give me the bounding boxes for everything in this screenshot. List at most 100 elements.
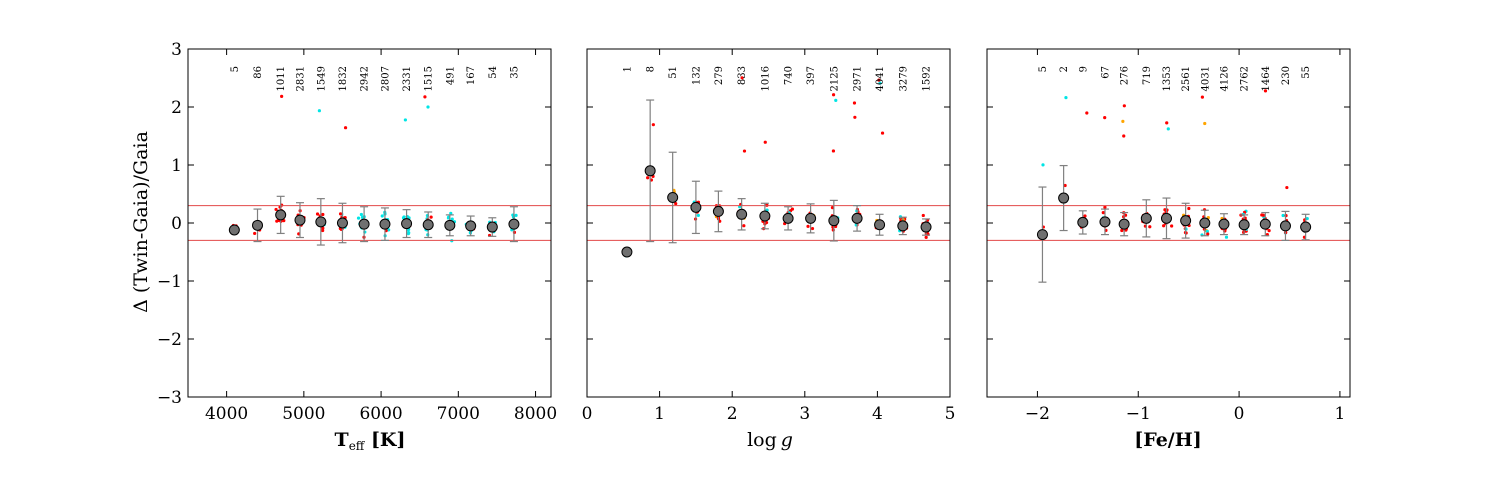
x-tick-label: 0 [1234, 404, 1245, 424]
binned-marker [874, 219, 886, 231]
binned-marker [1180, 215, 1192, 227]
bin-count-label: 2942 [360, 66, 371, 91]
scatter-point [253, 231, 257, 236]
scatter-point [853, 115, 857, 119]
bin-count-label: 1832 [338, 66, 349, 91]
bin-count-label: 4041 [875, 66, 886, 91]
scatter-point [1063, 183, 1067, 188]
bin-count-label: 1353 [1162, 66, 1173, 91]
binned-marker [920, 221, 932, 233]
scatter-point [1103, 115, 1107, 120]
scatter-point [790, 207, 795, 211]
axes-frame [586, 48, 951, 398]
scatter-point [280, 94, 284, 98]
x-tick-label: 5000 [282, 404, 325, 424]
bin-count-label: 276 [1120, 66, 1131, 85]
scatter-point [380, 214, 384, 218]
binned-marker [667, 191, 679, 203]
binned-marker [1199, 217, 1211, 229]
binned-marker [486, 221, 498, 233]
binned-marker [315, 216, 327, 228]
scatter-point [742, 149, 747, 153]
bin-count-label: 1016 [760, 66, 771, 91]
bin-count-label: 86 [253, 66, 264, 79]
plot-area [587, 76, 950, 258]
scatter-point [423, 95, 427, 99]
scatter-point [921, 213, 925, 218]
binned-marker [712, 205, 724, 217]
binned-marker [422, 219, 434, 231]
scatter-point [1267, 229, 1271, 233]
binned-marker [828, 215, 840, 227]
x-tick-label: 6000 [359, 404, 402, 424]
scatter-point [1224, 235, 1229, 239]
scatter-point [1103, 205, 1107, 209]
binned-marker [1259, 218, 1271, 230]
x-axis-label-teff: Teff [K] [335, 429, 406, 453]
scatter-point [1165, 121, 1169, 125]
x-tick-label: −1 [1126, 404, 1151, 424]
binned-marker [782, 212, 794, 224]
scatter-point [1206, 232, 1210, 236]
scatter-point [317, 109, 321, 113]
binned-marker [759, 210, 771, 222]
x-tick-label: 4000 [205, 404, 248, 424]
bin-count-label: 5 [1038, 66, 1049, 72]
panel-feh: [Fe/H] 5 2 9 67 276 719 1353 2561 4031 4126 2762 14… [986, 48, 1351, 451]
bin-count-label: 1 [622, 66, 633, 72]
scatter-point [1148, 225, 1152, 229]
bin-count-label: 3279 [898, 66, 909, 91]
x-tick-label: 8000 [514, 404, 557, 424]
x-tick-label: 2 [727, 404, 738, 424]
bin-count-label: 1515 [424, 66, 435, 91]
scatter-point [1305, 216, 1309, 221]
scatter-point [831, 149, 836, 153]
binned-marker [1218, 218, 1230, 230]
scatter-point [1166, 127, 1170, 131]
scatter-point [1285, 185, 1289, 190]
bin-count-label: 2971 [853, 66, 864, 91]
y-tick-label: −1 [157, 272, 182, 292]
scatter-point [1200, 95, 1204, 99]
binned-marker [275, 209, 287, 221]
scatter-point [514, 213, 518, 218]
binned-marker [851, 212, 863, 224]
scatter-point [1162, 224, 1166, 228]
bin-count-label: 4031 [1200, 66, 1211, 91]
bin-count-label: 2 [1059, 66, 1070, 72]
scatter-point [742, 224, 746, 228]
x-tick-label: −2 [1025, 404, 1050, 424]
binned-marker [508, 218, 520, 230]
x-axis-label-feh: [Fe/H] [1134, 429, 1201, 451]
scatter-point [315, 212, 320, 216]
x-tick-label: 0 [582, 404, 593, 424]
binned-marker [690, 201, 702, 213]
binned-marker [465, 220, 477, 232]
bin-count-label: 51 [668, 66, 679, 79]
x-tick-label: 1 [1335, 404, 1346, 424]
binned-marker [897, 220, 909, 232]
bin-count-label: 491 [445, 66, 456, 85]
scatter-point [1187, 206, 1191, 211]
scatter-point [403, 118, 407, 122]
scatter-point [878, 81, 882, 85]
bin-count-label: 230 [1281, 66, 1292, 85]
scatter-point [321, 226, 325, 230]
scatter-point [1203, 121, 1207, 126]
y-tick-label: −3 [157, 388, 182, 408]
binned-marker [1160, 212, 1172, 224]
panel-teff: Teff [K] 5 86 1011 2831 1549 1832 2942 2807 2331… [157, 40, 557, 453]
plot-area [987, 89, 1350, 283]
scatter-point [924, 235, 928, 239]
y-tick-label: −2 [157, 330, 182, 350]
scatter-point [651, 123, 655, 127]
binned-marker [1077, 216, 1089, 228]
x-axis-label-logg: log g [747, 429, 793, 451]
x-tick-label: 7000 [437, 404, 480, 424]
binned-marker [1118, 218, 1130, 230]
binned-marker [1036, 229, 1048, 241]
scatter-point [321, 228, 325, 233]
scatter-point [1281, 213, 1285, 218]
scatter-point [763, 140, 767, 144]
scatter-point [740, 76, 744, 80]
